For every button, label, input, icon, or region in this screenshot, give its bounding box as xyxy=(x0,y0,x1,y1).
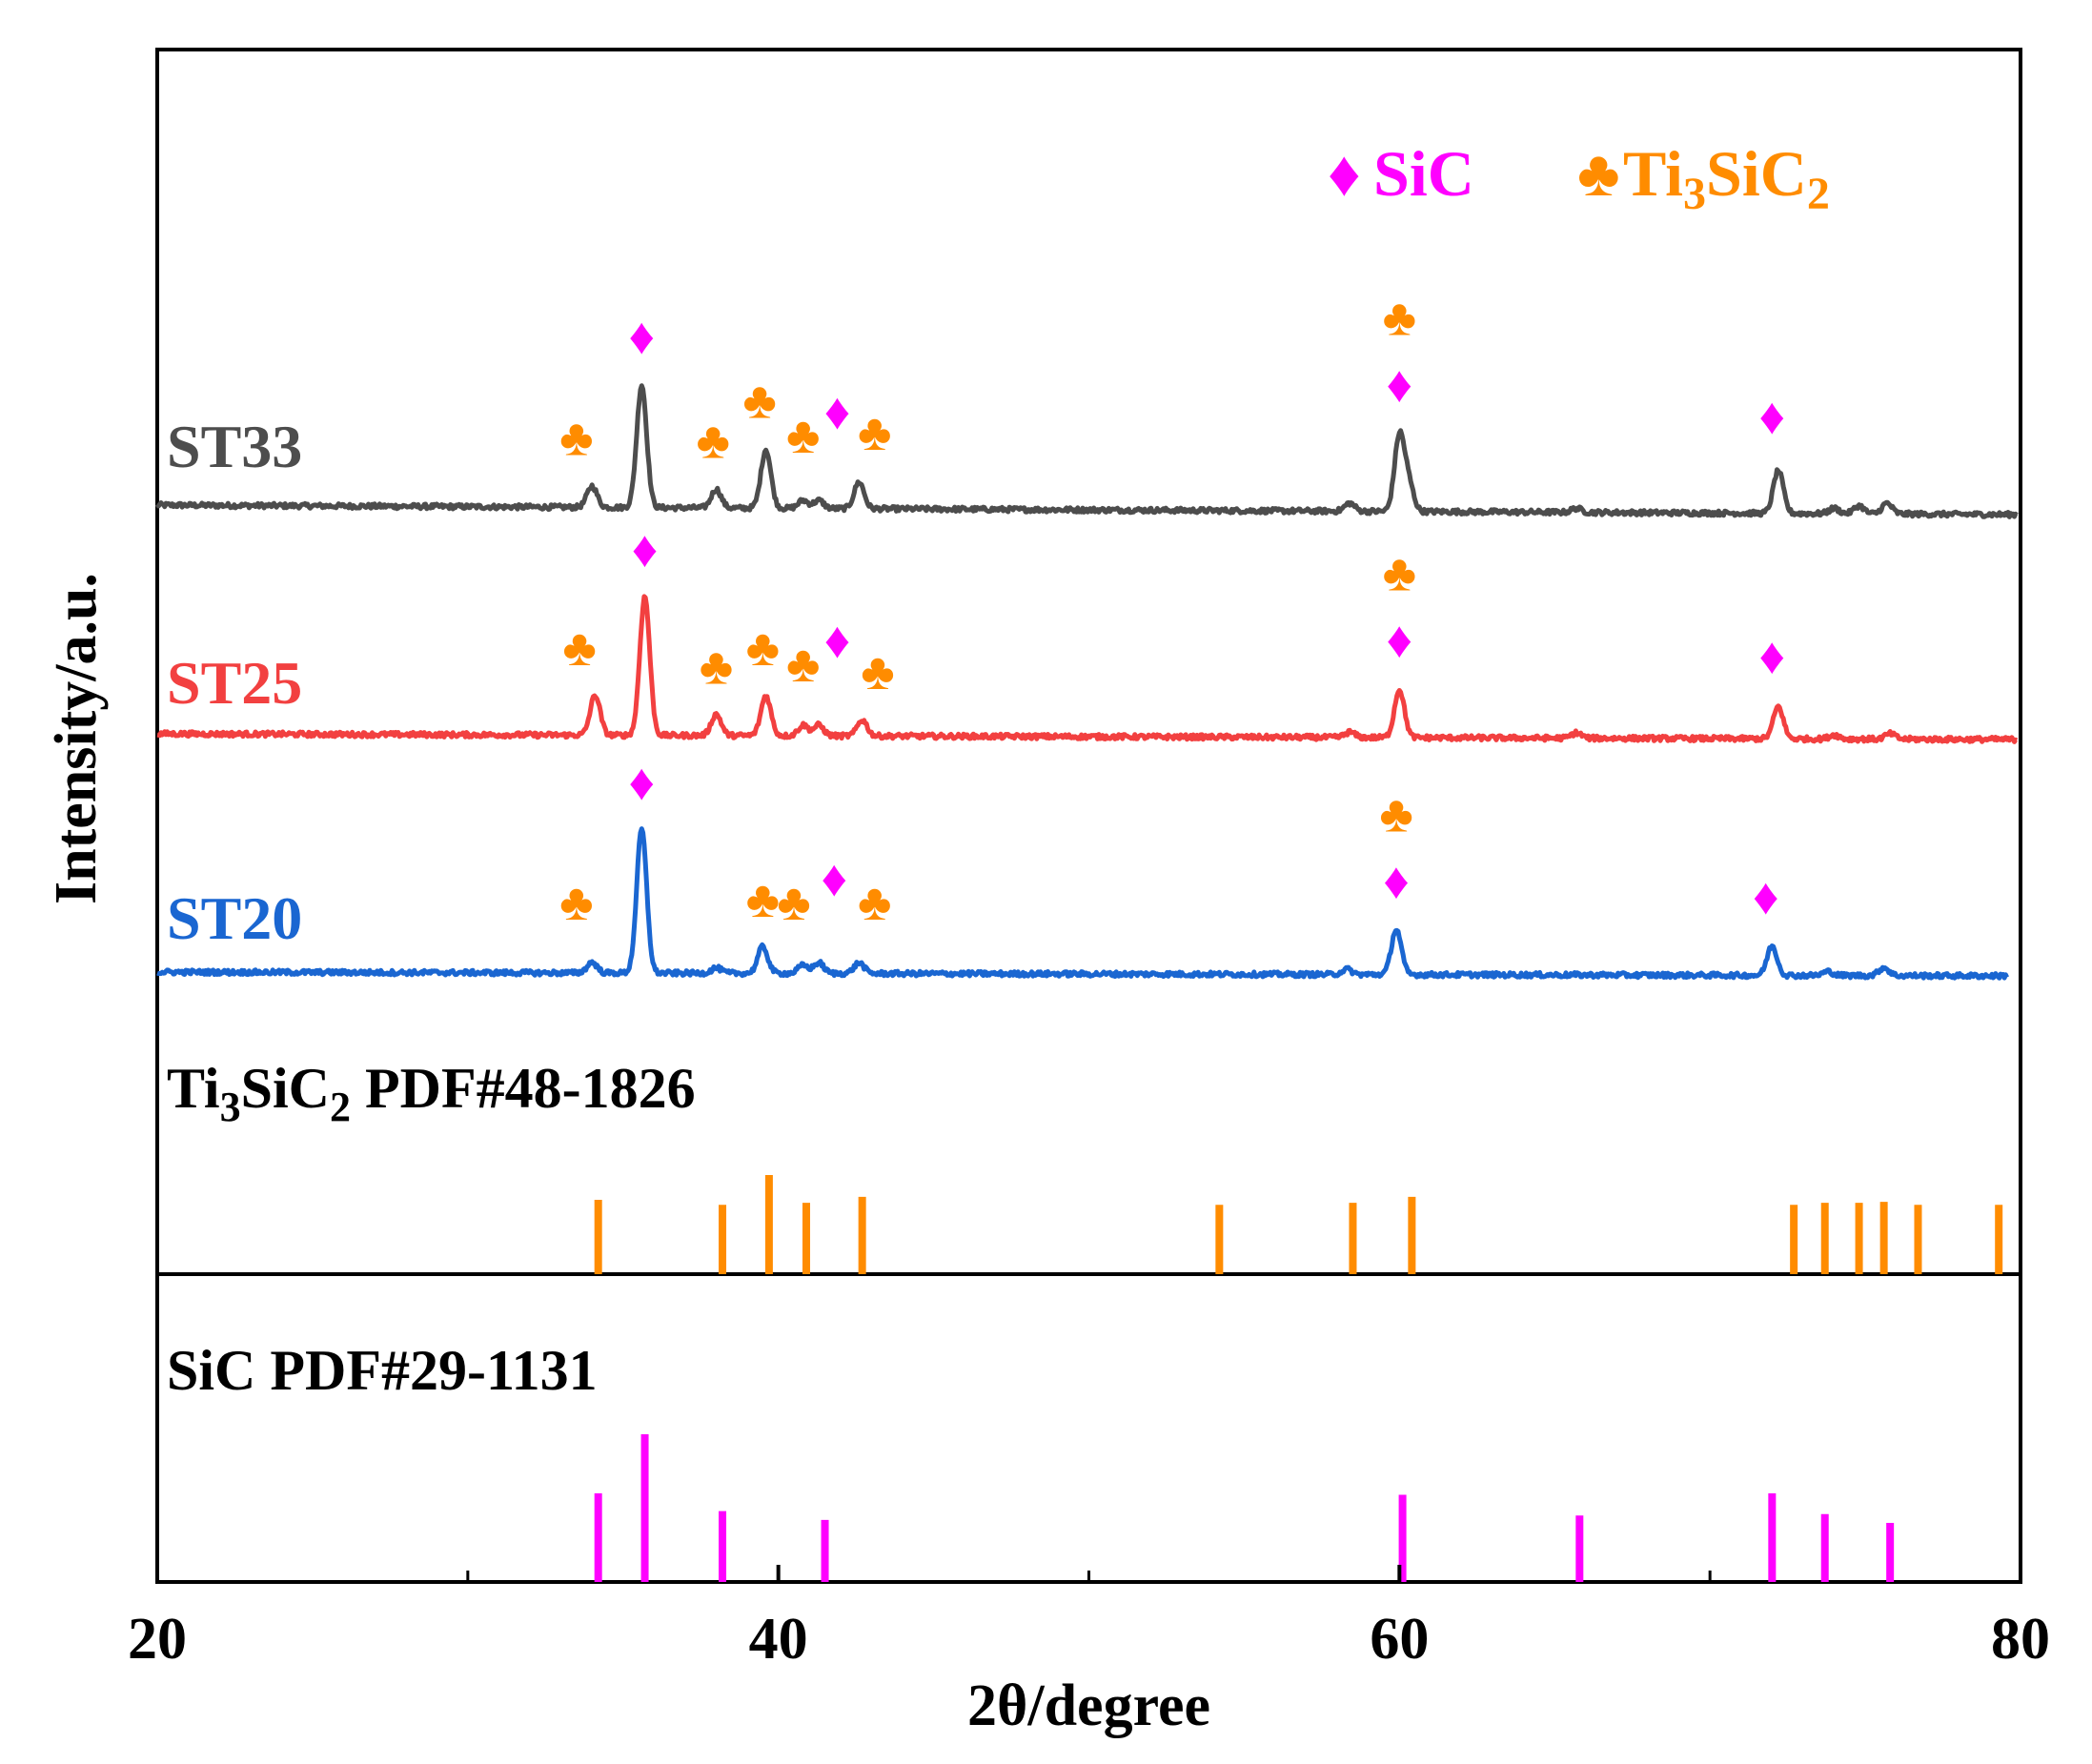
club-icon: ♣ xyxy=(786,407,820,464)
diamond-icon: ♦ xyxy=(632,520,659,578)
diamond-icon: ♦ xyxy=(629,308,656,365)
label-subscript: 3 xyxy=(1683,169,1706,219)
club-icon: ♣ xyxy=(746,619,780,677)
x-tick-label: 80 xyxy=(1991,1607,2050,1672)
club-icon: ♣ xyxy=(697,412,730,469)
legend-label: Ti3SiC2 xyxy=(1623,137,1830,219)
series-line-st33 xyxy=(154,383,2019,519)
club-icon: ♣ xyxy=(1379,785,1412,842)
series-label-st20: ST20 xyxy=(167,884,302,952)
diamond-icon: ♦ xyxy=(1383,852,1410,909)
x-tick-label: 20 xyxy=(128,1607,187,1672)
club-icon: ♣ xyxy=(786,636,820,693)
club-icon: ♣ xyxy=(1383,290,1416,347)
legend-label: SiC xyxy=(1373,137,1474,210)
diamond-icon: ♦ xyxy=(1328,137,1361,210)
label-subscript: 3 xyxy=(220,1084,241,1130)
club-icon: ♣ xyxy=(1577,137,1620,210)
reference-label: SiC PDF#29-1131 xyxy=(167,1339,598,1402)
diamond-icon: ♦ xyxy=(1753,868,1779,925)
diamond-icon: ♦ xyxy=(1387,356,1413,414)
label-text: Ti xyxy=(167,1057,220,1120)
series-line-st25 xyxy=(155,594,2019,744)
reference-ti3sic2: Ti3SiC2 PDF#48-1826 xyxy=(167,1057,2003,1274)
series-label-st33: ST33 xyxy=(167,413,302,480)
x-tick-label: 40 xyxy=(749,1607,808,1672)
series-line-st20 xyxy=(155,826,2009,981)
label-text: Ti xyxy=(1623,137,1683,210)
reference-label: Ti3SiC2 PDF#48-1826 xyxy=(167,1057,696,1130)
club-icon: ♣ xyxy=(861,643,894,700)
y-axis-title: Intensity/a.u. xyxy=(44,573,109,904)
club-icon: ♣ xyxy=(559,874,593,931)
label-text: SiC xyxy=(1706,137,1807,210)
diamond-icon: ♦ xyxy=(629,754,656,811)
diamond-icon: ♦ xyxy=(824,612,851,669)
legend-item-ti: ♣ Ti3SiC2 xyxy=(1577,137,1830,219)
club-icon: ♣ xyxy=(858,874,891,931)
label-subscript: 2 xyxy=(330,1084,351,1130)
diamond-icon: ♦ xyxy=(1387,612,1413,669)
label-text: SiC PDF#29-1131 xyxy=(167,1339,598,1402)
diamond-icon: ♦ xyxy=(822,850,848,907)
label-subscript: 2 xyxy=(1807,169,1830,219)
diamond-icon: ♦ xyxy=(1759,627,1786,684)
club-icon: ♣ xyxy=(742,372,776,429)
label-text: SiC xyxy=(241,1057,330,1120)
club-icon: ♣ xyxy=(562,619,596,677)
series-label-st25: ST25 xyxy=(167,649,302,717)
club-icon: ♣ xyxy=(559,410,593,467)
reference-sic: SiC PDF#29-1131 xyxy=(167,1339,1895,1582)
legend-item-sic: ♦ SiC xyxy=(1328,137,1474,210)
label-text: PDF#48-1826 xyxy=(351,1057,696,1120)
club-icon: ♣ xyxy=(700,639,733,696)
diamond-icon: ♦ xyxy=(824,383,851,440)
x-axis-title: 2θ/degree xyxy=(967,1673,1210,1738)
x-tick-label: 60 xyxy=(1370,1607,1429,1672)
diamond-icon: ♦ xyxy=(1759,388,1786,445)
club-icon: ♣ xyxy=(1383,545,1416,602)
club-icon: ♣ xyxy=(777,874,810,931)
club-icon: ♣ xyxy=(858,404,891,461)
label-text: SiC xyxy=(1373,137,1474,210)
club-icon: ♣ xyxy=(746,871,780,928)
